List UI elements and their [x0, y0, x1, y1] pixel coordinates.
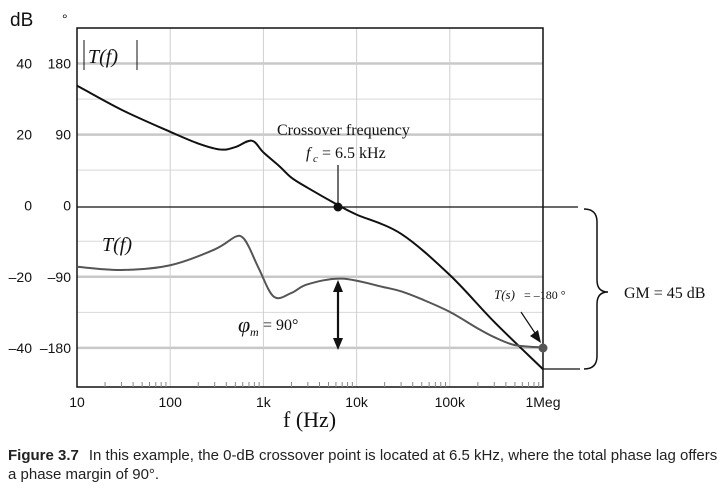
- y-tick-label-db: –40: [9, 340, 33, 356]
- y-tick-label-deg: 180: [48, 56, 72, 72]
- x-tick-label: 10k: [345, 394, 369, 410]
- y-tick-label-deg: 90: [55, 127, 71, 143]
- x-tick-label: 100k: [435, 394, 466, 410]
- phase-crossover-arrow: [520, 311, 541, 343]
- crossover-symbol: f: [306, 145, 313, 162]
- series-magnitude-line: [76, 84, 544, 370]
- y-tick-label-db: 40: [16, 56, 32, 72]
- series-phase-line: [76, 234, 544, 349]
- minor-ticks: [104, 382, 540, 387]
- phase-margin-value: = 90°: [263, 317, 298, 334]
- x-ticks: 10 100 1k 10k 100k 1Meg: [69, 394, 560, 410]
- crossover-title: Crossover frequency: [277, 122, 410, 139]
- y-tick-label-deg: –90: [48, 269, 72, 285]
- y-tick-label-deg: –180: [40, 340, 71, 356]
- phase-margin-arrow: [333, 280, 343, 350]
- y-tick-label-db: 0: [24, 198, 32, 214]
- x-axis-label: f (Hz): [283, 407, 336, 432]
- magnitude-label: T(f): [83, 40, 138, 70]
- crossover-value-text: = 6.5 kHz: [322, 145, 386, 162]
- y-left-unit: dB: [10, 10, 33, 31]
- x-tick-label: 100: [159, 394, 183, 410]
- x-tick-label: 1Meg: [525, 394, 560, 410]
- y-tick-label-deg: 0: [63, 198, 71, 214]
- figure-caption: Figure 3.7 In this example, the 0-dB cros…: [8, 446, 720, 484]
- x-tick-label: 1k: [256, 394, 272, 410]
- x-axis-label-text: f (Hz): [283, 407, 336, 432]
- phase-crossover-point: [538, 343, 548, 353]
- gain-margin-brace: [583, 208, 609, 370]
- caption-text: In this example, the 0-dB crossover poin…: [8, 447, 718, 483]
- figure-label: Figure 3.7: [8, 447, 79, 464]
- phase-margin-label: φ m = 90°: [238, 312, 298, 339]
- gain-margin-label: GM = 45 dB: [624, 285, 705, 302]
- y-tick-label-db: 20: [16, 127, 32, 143]
- y-right-unit: °: [62, 11, 68, 27]
- magnitude-label-text: T(f): [88, 46, 118, 68]
- y-tick-label-db: –20: [9, 269, 33, 285]
- grid: [77, 28, 543, 387]
- crossover-sub: c: [313, 153, 318, 165]
- ts-value: = –180 °: [524, 288, 566, 302]
- crossover-value: f c = 6.5 kHz: [306, 145, 386, 165]
- y-ticks: 40 180 20 90 0 0 –20 –90 –40 –180: [9, 56, 72, 356]
- ts-label: T(s): [494, 287, 515, 302]
- phase-label: T(f): [102, 234, 132, 256]
- phase-crossover-label: T(s) = –180 °: [494, 287, 566, 302]
- x-tick-label: 10: [69, 394, 85, 410]
- bode-plot: dB ° 40 180 20 90 0 0 –20 –90 –40 –180 10 100 1k 10k…: [9, 10, 706, 432]
- phase-margin-sub: m: [250, 325, 259, 339]
- phase-margin-symbol: φ: [238, 312, 250, 337]
- crossover-point: [333, 202, 343, 212]
